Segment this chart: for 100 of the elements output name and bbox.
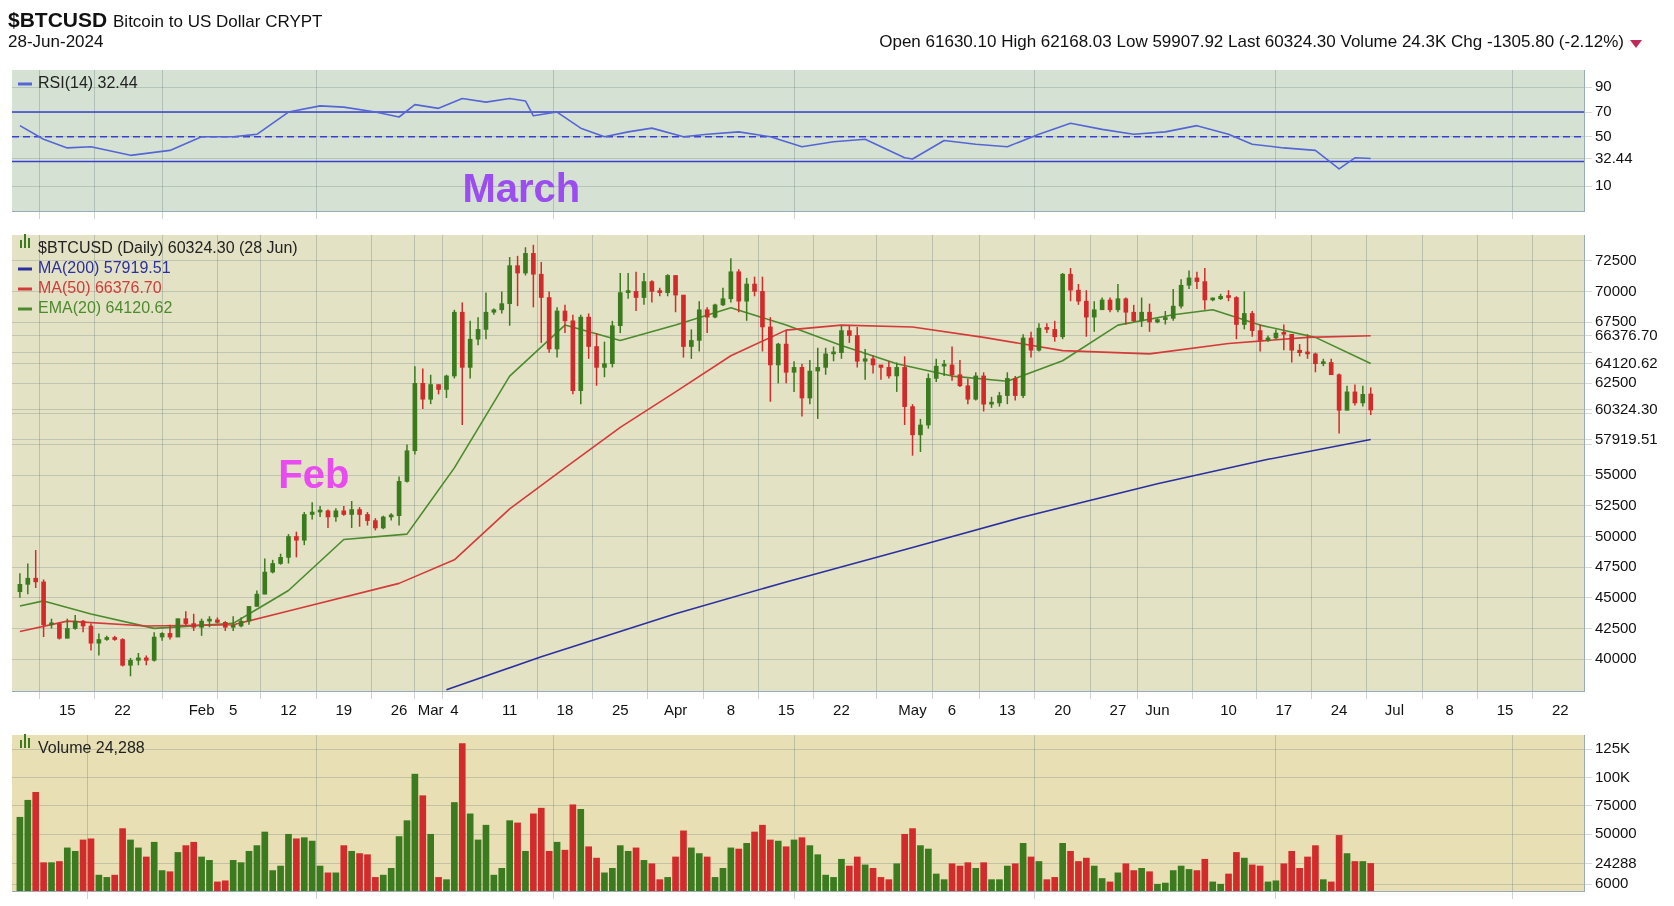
x-tick-label: 15 (777, 701, 795, 719)
y-tick-label: 70000 (1595, 281, 1637, 299)
bar (458, 743, 466, 891)
candlestick (175, 618, 181, 638)
bar (1185, 869, 1193, 891)
bar (293, 838, 300, 891)
bar (735, 848, 743, 891)
bar (640, 860, 648, 891)
bar (972, 867, 980, 891)
bar (980, 862, 987, 891)
x-tick-label: Jul (1384, 701, 1405, 719)
bar (48, 862, 55, 891)
bar (577, 808, 585, 891)
y-tick-label: 64120.62 (1595, 353, 1658, 371)
bar (877, 877, 885, 891)
bar (56, 861, 63, 891)
x-tick-label: Feb (188, 701, 215, 719)
y-tick-label: 42500 (1595, 618, 1637, 636)
legend-label: MA(50) 66376.70 (38, 279, 162, 297)
bar (435, 877, 442, 891)
legend-label: MA(200) 57919.51 (38, 259, 171, 277)
bar (569, 804, 577, 891)
y-tick-label: 72500 (1595, 250, 1637, 268)
y-tick-label: 75000 (1595, 796, 1637, 814)
bar (553, 841, 561, 891)
bar (1319, 879, 1327, 891)
bar (798, 837, 806, 891)
y-tick-label: 62500 (1595, 373, 1637, 391)
y-tick-label: 70 (1595, 102, 1612, 120)
bar (87, 838, 95, 891)
bar (522, 850, 529, 891)
y-tick-label: 125K (1595, 739, 1631, 757)
bar (348, 850, 356, 891)
bar (664, 877, 671, 891)
x-tick-label: 22 (114, 701, 131, 719)
x-tick-label: 11 (501, 701, 518, 719)
x-tick-label: 22 (833, 701, 850, 719)
y-tick-label: 45000 (1595, 587, 1637, 605)
bar (514, 822, 521, 891)
y-tick-label: 50000 (1595, 824, 1637, 842)
bar (948, 863, 956, 891)
x-tick-label: 15 (58, 701, 76, 719)
chart-title: $BTCUSD (8, 8, 108, 31)
x-tick-label: 19 (335, 701, 353, 719)
x-tick-label: 17 (1275, 701, 1293, 719)
x-tick-label: 10 (1220, 701, 1237, 719)
y-tick-label: 90 (1595, 77, 1612, 95)
legend-label: $BTCUSD (Daily) 60324.30 (28 Jun) (38, 239, 298, 257)
x-tick-label: 5 (229, 701, 238, 719)
y-tick-label: 52500 (1595, 496, 1637, 514)
x-tick-label: 20 (1054, 701, 1071, 719)
y-tick-label: 60324.30 (1595, 400, 1658, 418)
bar (403, 820, 411, 891)
legend-label: RSI(14) 32.44 (38, 74, 138, 92)
legend-label: Volume 24,288 (38, 739, 145, 757)
y-tick-label: 47500 (1595, 557, 1637, 575)
bar (1367, 863, 1375, 891)
bar (142, 856, 150, 891)
bar (1146, 871, 1153, 891)
bar (885, 879, 893, 891)
x-tick-label: 24 (1330, 701, 1348, 719)
bar (893, 863, 901, 891)
chart-subtitle: Bitcoin to US Dollar CRYPT (113, 12, 323, 31)
y-tick-label: 55000 (1595, 465, 1637, 483)
x-tick-label: 8 (726, 701, 736, 719)
y-tick-label: 10 (1595, 176, 1612, 194)
bar (166, 871, 174, 891)
x-tick-label: 13 (998, 701, 1016, 719)
legend-label: EMA(20) 64120.62 (38, 299, 173, 317)
y-tick-label: 32.44 (1595, 148, 1633, 166)
x-tick-label: 6 (947, 701, 957, 719)
bar (245, 850, 253, 891)
bar (1019, 843, 1027, 891)
annotation: March (462, 166, 581, 211)
bar (1138, 867, 1145, 891)
bar (743, 843, 750, 891)
x-tick-label: 12 (280, 701, 297, 719)
bar (174, 852, 182, 891)
text: Open 61630.10 High 62168.03 Low 59907.92 Last 60324.30 Volume 24.3K Chg -1305.80 (-2.12%) (879, 32, 1624, 52)
bar (782, 846, 790, 891)
annotation: Feb (278, 451, 350, 496)
bar (964, 862, 972, 891)
x-tick-label: Mar (417, 701, 444, 719)
y-tick-label: 6000 (1595, 874, 1629, 892)
bar (1343, 853, 1351, 891)
bar (1351, 861, 1359, 891)
bar (427, 833, 434, 891)
x-tick-label: 26 (390, 701, 408, 719)
x-tick-label: 8 (1445, 701, 1454, 719)
text: 28-Jun-2024 (8, 32, 104, 52)
bar (1035, 861, 1043, 891)
y-tick-label: 50000 (1595, 526, 1637, 544)
bar (482, 824, 490, 891)
bar (411, 773, 419, 891)
y-tick-label: 100K (1595, 767, 1631, 785)
bar (869, 867, 877, 891)
bar (1359, 861, 1367, 891)
y-tick-label: 24288 (1595, 853, 1637, 871)
bar (1272, 880, 1280, 891)
bar (1240, 857, 1248, 891)
